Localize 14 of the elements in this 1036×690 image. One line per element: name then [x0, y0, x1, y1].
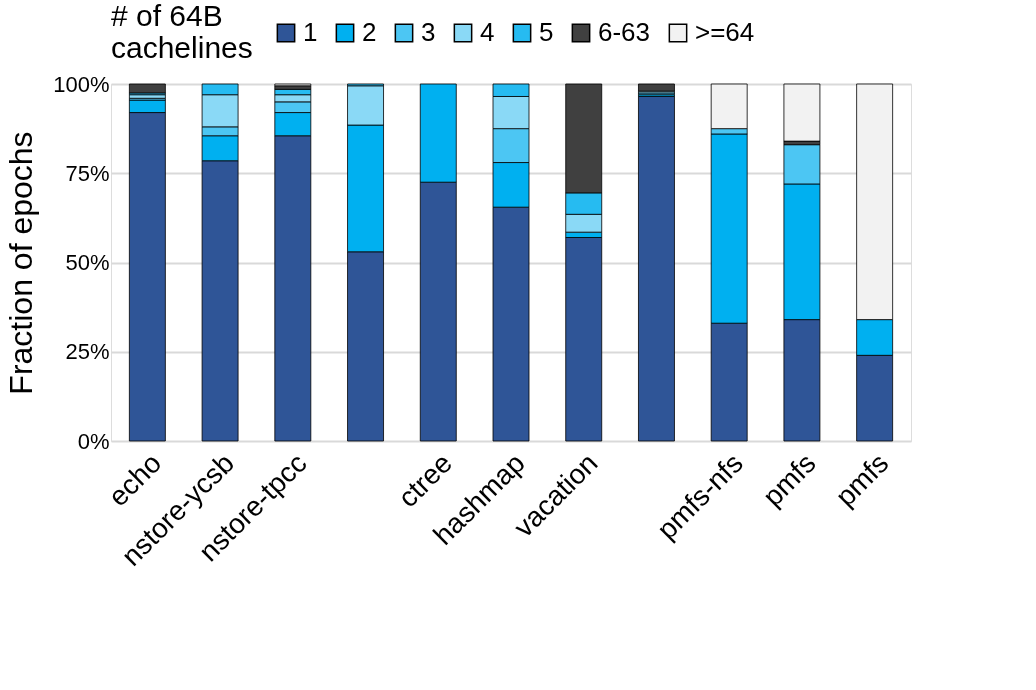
y-tick-label: 25%	[65, 339, 110, 365]
legend-label: 2	[362, 17, 377, 47]
legend-label: 1	[303, 17, 318, 47]
legend-title: # of 64B cachelines	[111, 0, 253, 64]
legend-label: 4	[480, 17, 495, 47]
legend-label: 5	[539, 17, 554, 47]
y-axis-title: Fraction of epochs	[3, 131, 40, 395]
legend-label: 3	[421, 17, 436, 47]
y-tick-label: 0%	[77, 428, 110, 454]
legend-label: >=64	[695, 17, 755, 47]
legend-label: 6-63	[598, 17, 651, 47]
y-tick-label: 100%	[53, 71, 110, 97]
y-tick-label: 50%	[65, 250, 110, 275]
y-tick-label: 75%	[65, 160, 110, 186]
